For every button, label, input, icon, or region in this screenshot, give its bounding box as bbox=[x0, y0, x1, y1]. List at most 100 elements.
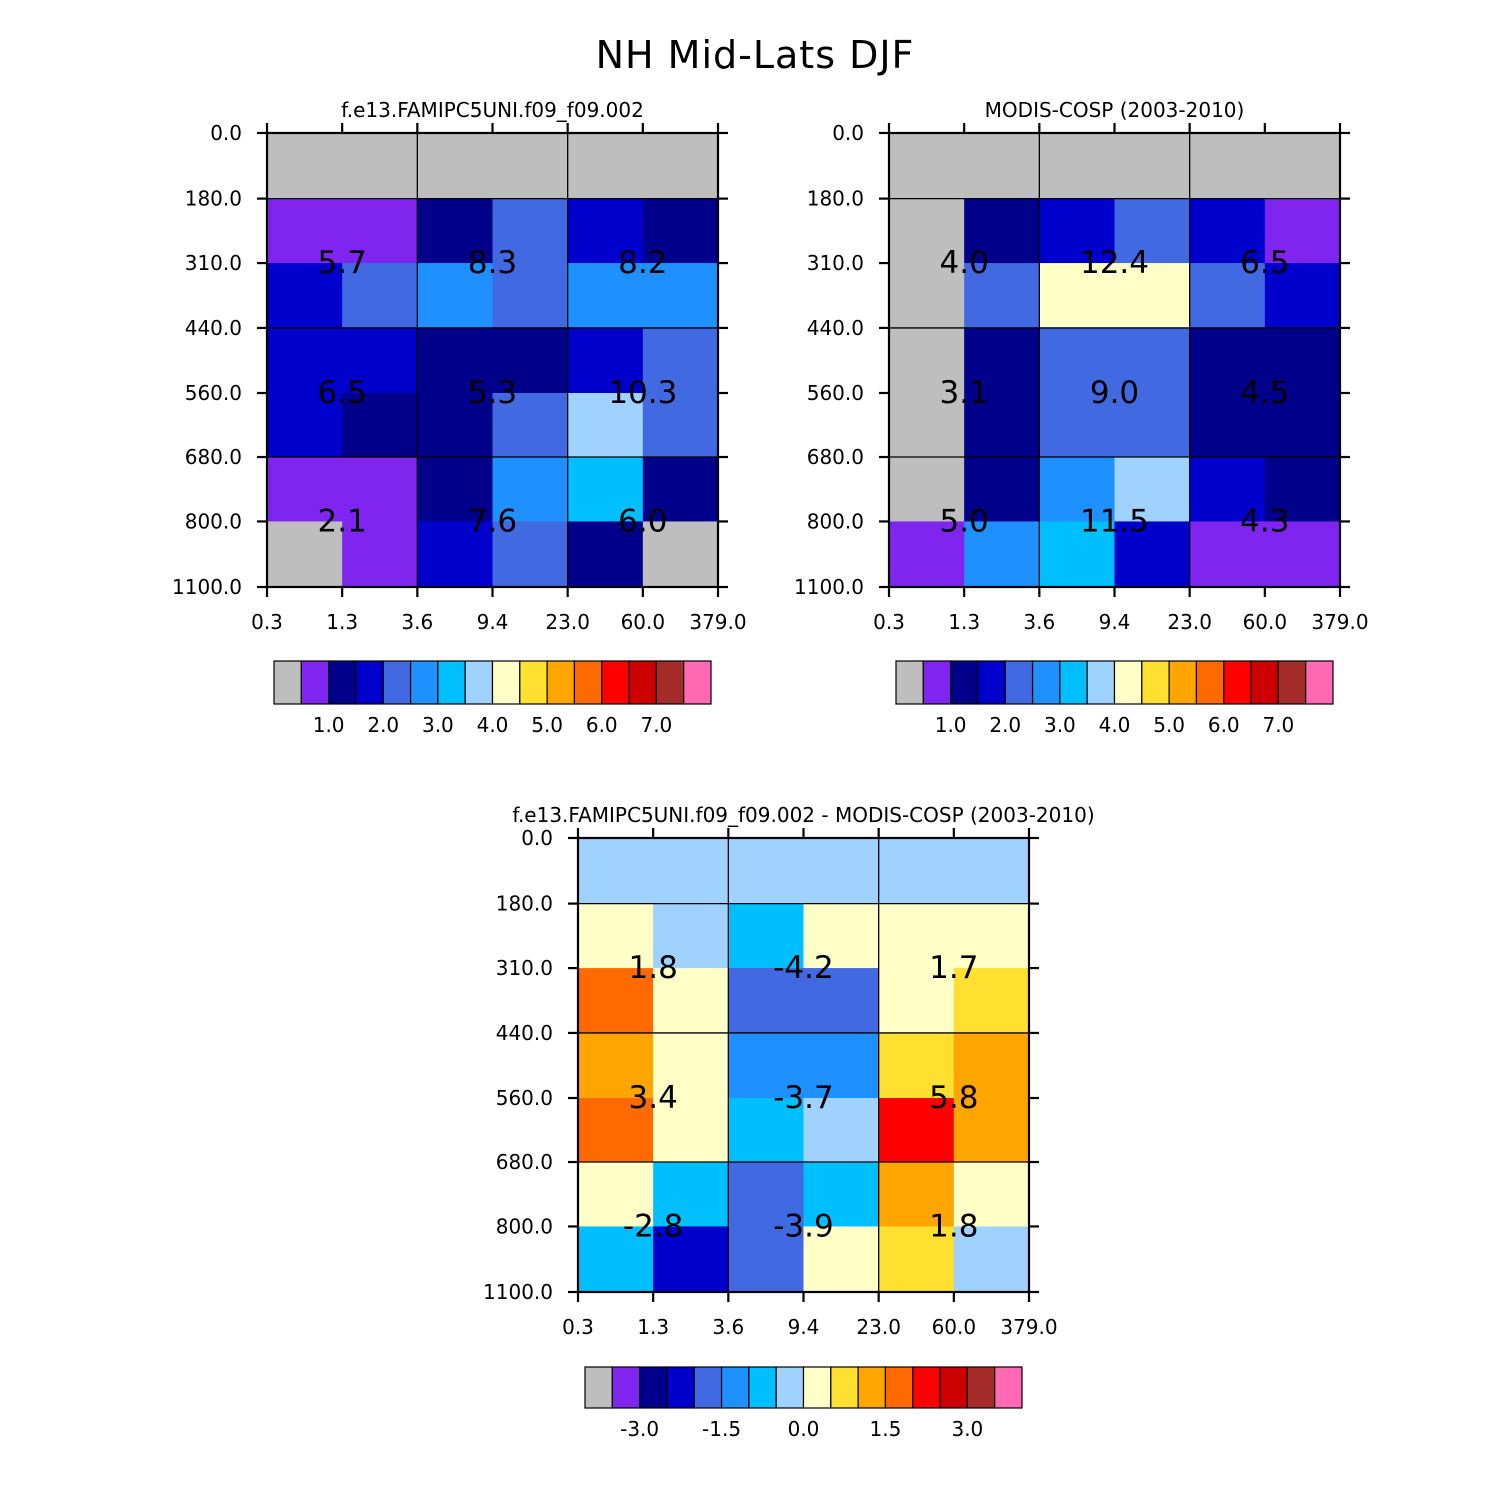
colorbar-swatch bbox=[1277, 660, 1307, 705]
colorbar-swatch bbox=[328, 660, 357, 705]
heatmap-cell bbox=[342, 198, 418, 264]
heatmap-cell bbox=[492, 457, 569, 523]
heatmap-cell bbox=[964, 457, 1040, 523]
heatmap-cell bbox=[1264, 263, 1341, 329]
colorbar-tick-label: 2.0 bbox=[367, 713, 399, 737]
colorbar-swatch bbox=[748, 1366, 777, 1409]
heatmap-cell bbox=[342, 521, 418, 588]
x-tick-label: 23.0 bbox=[545, 610, 590, 634]
heatmap-cell bbox=[1114, 327, 1191, 394]
panel-title: f.e13.FAMIPC5UNI.f09_f09.002 bbox=[341, 98, 644, 122]
heatmap-cell bbox=[1114, 263, 1191, 329]
y-tick-label: 680.0 bbox=[496, 1150, 553, 1174]
heatmap-cell bbox=[728, 1032, 805, 1099]
colorbar-swatch bbox=[857, 1366, 887, 1409]
y-tick-label: 310.0 bbox=[496, 956, 553, 980]
heatmap-cell bbox=[728, 1162, 805, 1228]
heatmap-cell bbox=[889, 393, 965, 458]
y-tick-label: 440.0 bbox=[185, 316, 242, 340]
heatmap-cell bbox=[417, 263, 494, 329]
heatmap-cell bbox=[1114, 133, 1191, 200]
colorbar-tick-label: 1.0 bbox=[313, 713, 345, 737]
heatmap-cell bbox=[567, 327, 644, 394]
y-tick-label: 180.0 bbox=[807, 187, 864, 211]
colorbar-swatch bbox=[884, 1366, 914, 1409]
block-value-label: 1.8 bbox=[929, 1208, 978, 1244]
colorbar-tick-label: 3.0 bbox=[422, 713, 454, 737]
colorbar-swatch bbox=[1059, 660, 1088, 705]
heatmap-cell bbox=[1114, 521, 1191, 588]
colorbar-swatch bbox=[611, 1366, 641, 1409]
colorbar-swatch bbox=[628, 660, 657, 705]
heatmap-cell bbox=[953, 903, 1030, 969]
x-tick-label: 0.3 bbox=[562, 1315, 594, 1339]
heatmap-cell bbox=[642, 521, 719, 588]
y-tick-label: 800.0 bbox=[496, 1214, 553, 1238]
colorbar-tick-label: -3.0 bbox=[620, 1417, 659, 1441]
heatmap-cell bbox=[889, 198, 965, 264]
colorbar-tick-label: 1.0 bbox=[935, 713, 967, 737]
block-value-label: -3.9 bbox=[773, 1208, 834, 1244]
y-tick-label: 310.0 bbox=[807, 251, 864, 275]
heatmap-cell bbox=[417, 393, 494, 458]
heatmap-cell bbox=[578, 968, 654, 1034]
x-tick-label: 379.0 bbox=[1000, 1315, 1057, 1339]
colorbar-swatch bbox=[1305, 660, 1334, 705]
block-value-label: 3.4 bbox=[629, 1080, 678, 1116]
colorbar: 1.0 2.0 3.0 4.0 5.0 6.0 7.0 bbox=[273, 660, 712, 737]
x-tick-label: 9.4 bbox=[477, 610, 509, 634]
colorbar-swatch bbox=[939, 1366, 968, 1409]
heatmap-cell bbox=[964, 133, 1040, 200]
heatmap-cell bbox=[567, 393, 644, 458]
x-tick-label: 9.4 bbox=[788, 1315, 820, 1339]
heatmap-cell bbox=[417, 133, 494, 200]
colorbar-swatch bbox=[683, 660, 712, 705]
heatmap-cell bbox=[267, 263, 343, 329]
heatmap-cell bbox=[653, 1098, 729, 1163]
heatmap-cell bbox=[578, 838, 654, 905]
heatmap-cell bbox=[1189, 393, 1266, 458]
heatmap-cell bbox=[803, 838, 880, 905]
x-tick-label: 1.3 bbox=[326, 610, 358, 634]
heatmap-cell bbox=[267, 198, 343, 264]
heatmap-cell bbox=[964, 327, 1040, 394]
colorbar-tick-label: 5.0 bbox=[1153, 713, 1185, 737]
x-tick-label: 23.0 bbox=[1167, 610, 1212, 634]
block-value-label: 1.8 bbox=[629, 950, 678, 986]
heatmap-cell bbox=[267, 133, 343, 200]
colorbar-swatch bbox=[720, 1366, 750, 1409]
block-value-label: 5.7 bbox=[318, 245, 367, 281]
heatmap-cell bbox=[417, 457, 494, 523]
colorbar-swatch bbox=[830, 1366, 859, 1409]
colorbar-swatch bbox=[382, 660, 412, 705]
heatmap-panel-2: 4.0 12.4 6.5 3.1 9.0 4.5 5.0 11.5 4.3 MODIS-COSP … bbox=[794, 98, 1369, 737]
colorbar-tick-label: 7.0 bbox=[1262, 713, 1294, 737]
y-tick-label: 560.0 bbox=[496, 1086, 553, 1110]
heatmap-cell bbox=[492, 393, 569, 458]
colorbar-tick-label: 7.0 bbox=[640, 713, 672, 737]
heatmap-cell bbox=[1039, 521, 1116, 588]
heatmap-cell bbox=[642, 198, 719, 264]
heatmap-cell bbox=[1264, 457, 1341, 523]
heatmap-cell bbox=[642, 263, 719, 329]
heatmap-cell bbox=[878, 1226, 955, 1293]
colorbar-swatch bbox=[950, 660, 979, 705]
block-value-label: 8.3 bbox=[468, 245, 517, 281]
colorbar-swatch bbox=[1141, 660, 1170, 705]
heatmap-cell bbox=[1189, 198, 1266, 264]
y-tick-label: 1100.0 bbox=[483, 1280, 553, 1304]
block-value-label: 5.0 bbox=[940, 503, 989, 539]
x-tick-label: 23.0 bbox=[856, 1315, 901, 1339]
heatmap-cell bbox=[1039, 393, 1116, 458]
heatmap-cell bbox=[653, 838, 729, 905]
colorbar-swatch bbox=[491, 660, 521, 705]
heatmap-cell bbox=[803, 1098, 880, 1163]
x-tick-label: 379.0 bbox=[689, 610, 746, 634]
heatmap-cell bbox=[803, 968, 880, 1034]
colorbar-swatch bbox=[912, 1366, 941, 1409]
heatmap-cell bbox=[642, 133, 719, 200]
heatmap-cell bbox=[953, 838, 1030, 905]
colorbar-swatch bbox=[655, 660, 685, 705]
heatmap-cell bbox=[653, 1162, 729, 1228]
colorbar: 1.0 2.0 3.0 4.0 5.0 6.0 7.0 bbox=[895, 660, 1334, 737]
